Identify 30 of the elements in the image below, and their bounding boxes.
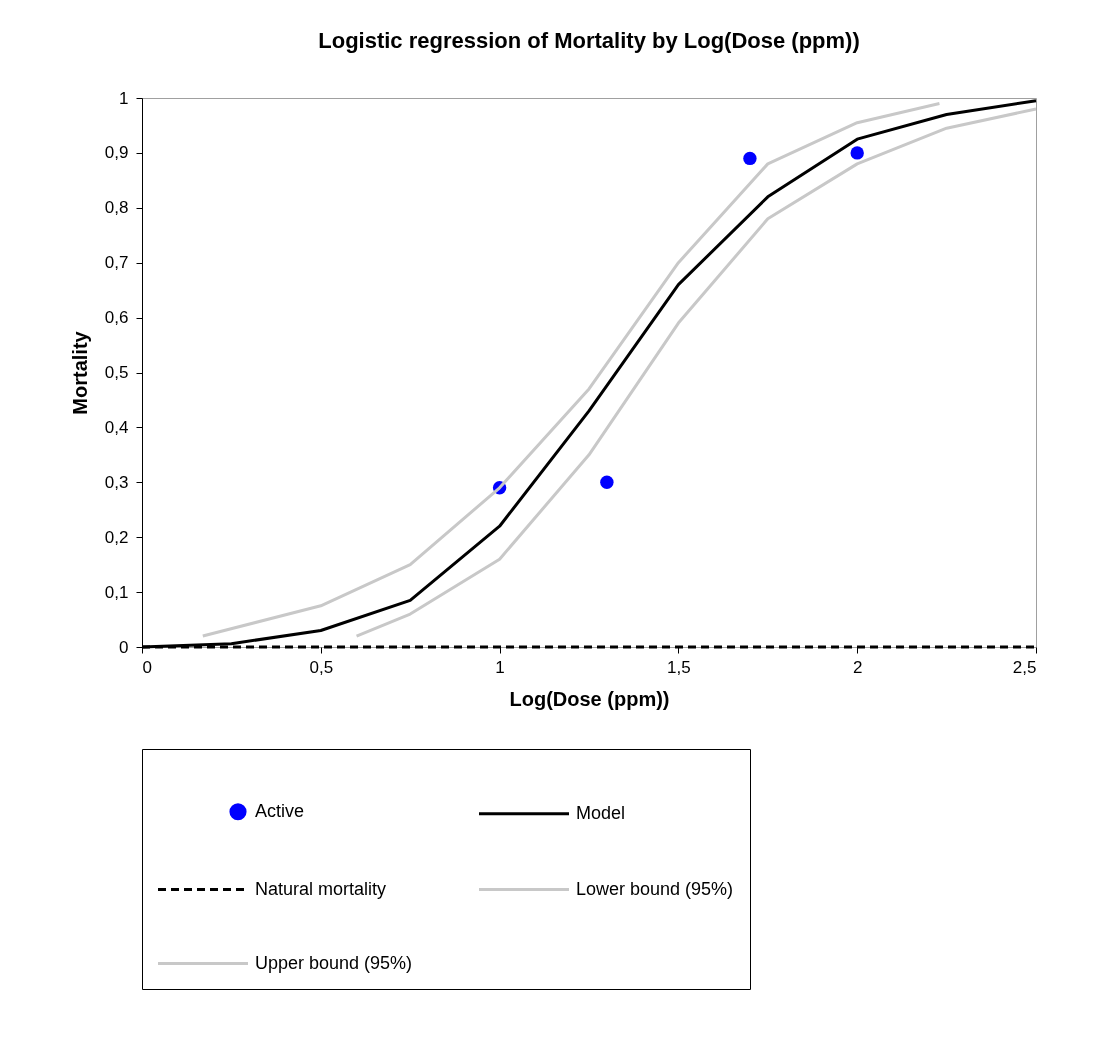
line-series xyxy=(201,101,941,638)
legend-label: Natural mortality xyxy=(255,878,387,899)
x-tick-label: 1 xyxy=(495,657,505,677)
y-axis-title: Mortality xyxy=(68,330,91,415)
y-tick-label: 0 xyxy=(119,637,129,657)
legend-label: Model xyxy=(576,802,626,823)
y-tick-label: 1 xyxy=(119,88,129,108)
y-tick-label: 0,1 xyxy=(104,582,129,602)
y-tick-label: 0,3 xyxy=(104,472,129,492)
point xyxy=(850,146,864,160)
y-tick-label: 0,7 xyxy=(104,253,129,273)
point xyxy=(743,151,757,166)
x-tick-label: 1,5 xyxy=(667,657,691,677)
x-axis-title: Log(Dose (ppm)) xyxy=(509,687,670,710)
y-tick-label: 0,2 xyxy=(104,527,129,547)
line-series xyxy=(355,107,1038,638)
chart-title: Logistic regression of Mortality by Log(Dose (ppm)) xyxy=(318,28,860,53)
legend-label: Upper bound (95%) xyxy=(255,952,413,973)
x-tick-label: 2 xyxy=(852,657,863,677)
point xyxy=(600,475,614,489)
x-tick-label: 0 xyxy=(142,657,152,677)
y-tick-label: 0,4 xyxy=(104,417,129,437)
legend-label: Active xyxy=(255,800,305,821)
y-tick-label: 0,6 xyxy=(104,308,129,328)
x-tick-label: 2,5 xyxy=(1012,657,1037,677)
legend-label: Lower bound (95%) xyxy=(576,878,734,899)
y-tick-label: 0,8 xyxy=(104,198,129,218)
y-tick-label: 0,9 xyxy=(104,143,129,163)
x-tick-label: 0,5 xyxy=(309,657,334,677)
y-tick-label: 0,5 xyxy=(104,363,129,382)
